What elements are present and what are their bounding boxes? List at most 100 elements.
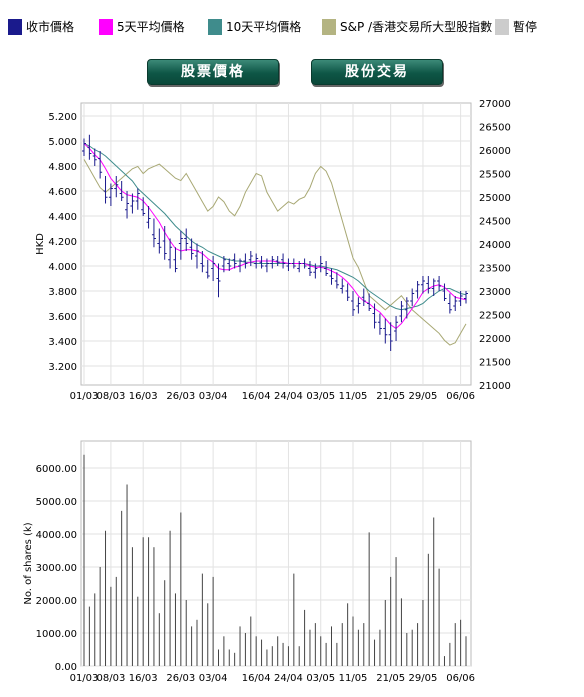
legend-swatch-ma10 [208,19,222,35]
ohlc-bar [286,258,291,271]
ohlc-bar [356,297,361,314]
ohlc-bar [281,253,286,269]
ohlc-bar [302,258,307,269]
ohlc-bar [367,293,372,311]
share-trading-button[interactable]: 股份交易 [311,59,443,85]
index-y-tick-label: 23000 [479,287,511,298]
ohlc-bar [205,259,210,279]
volume-chart: 0.00 1000.00 2000.00 3000.00 4000.00 5000.00 6… [23,440,475,684]
ohlc-bar [254,253,259,269]
volume-y-tick-label: 0.00 [55,662,77,673]
price-x-tick-label: 08/03 [96,391,125,402]
ohlc-bar [125,191,130,219]
ohlc-bar [297,261,302,273]
ohlc-bar [420,276,425,294]
volume-plot-area [80,440,472,667]
ohlc-bar [329,268,334,285]
price-y-tick-label: 3.800 [48,287,77,298]
index-y-tick-label: 23500 [479,264,511,275]
price-y-tick-label: 3.600 [48,312,77,323]
ohlc-bar [291,258,296,269]
ohlc-bar [377,313,382,335]
volume-x-tick-label: 29/05 [409,673,438,684]
ohlc-bar [264,258,269,273]
ohlc-bar [334,272,339,289]
ohlc-bar [135,188,140,210]
ohlc-bar [307,261,312,276]
volume-x-tick-label: 03/05 [306,673,335,684]
index-y-tick-label: 26500 [479,123,511,134]
volume-x-tick-label: 26/03 [166,673,195,684]
ohlc-bar [447,293,452,314]
legend-label: 10天平均價格 [226,20,302,34]
volume-x-tick-label: 24/04 [274,673,303,684]
ohlc-bar [119,181,124,201]
volume-y-tick-label: 6000.00 [36,464,77,475]
ohlc-bar [108,183,113,206]
price-x-tick-label: 06/06 [446,391,475,402]
index-y-tick-label: 25000 [479,193,511,204]
ohlc-bar [437,276,442,291]
ohlc-bar [388,322,393,351]
legend-label: 收市價格 [26,20,75,34]
ohlc-bar [318,256,323,273]
volume-x-tick-label: 16/03 [129,673,158,684]
ohlc-bar [238,258,243,273]
volume-y-tick-label: 1000.00 [36,629,77,640]
ohlc-bar [275,256,280,266]
volume-y-tick-label: 2000.00 [36,596,77,607]
volume-y-tick-label: 5000.00 [36,497,77,508]
index-y-tick-label: 22500 [479,311,511,322]
legend-swatch-close [8,19,22,35]
ohlc-bar [426,276,431,294]
price-y-tick-label: 4.600 [48,187,77,198]
chart-legend: 收市價格 5天平均價格 10天平均價格 S&P /香港交易所大型股指數 暫停 [0,0,584,44]
price-x-tick-label: 16/03 [129,391,158,402]
ohlc-bar [351,291,356,316]
ohlc-bar [464,291,468,304]
index-y-tick-label: 24000 [479,240,511,251]
volume-x-tick-label: 11/05 [339,673,368,684]
price-y-tick-label: 4.400 [48,212,77,223]
price-x-tick-label: 01/03 [70,391,99,402]
ohlc-bar [458,291,463,306]
ohlc-bar [410,288,415,306]
ohlc-bar [270,256,275,269]
price-plot-area [80,102,472,386]
ohlc-bar [98,151,103,179]
ohlc-bar [399,301,404,323]
legend-swatch-ma5 [99,19,113,35]
ohlc-bar [168,238,173,269]
legend-label: 暫停 [513,20,538,34]
price-x-tick-label: 29/05 [409,391,438,402]
price-y-tick-label: 3.400 [48,337,77,348]
legend-label: S&P /香港交易所大型股指數 [340,20,493,34]
ma10-series-line [83,143,467,311]
index-y-tick-label: 26000 [479,146,511,157]
ohlc-bar [383,318,388,344]
ohlc-bar [259,256,264,269]
price-x-tick-label: 03/05 [306,391,335,402]
ohlc-bar [92,148,97,166]
ohlc-bar [453,296,458,311]
volume-y-tick-label: 3000.00 [36,563,77,574]
volume-x-tick-label: 03/04 [199,673,228,684]
index-y-tick-label: 21000 [479,381,511,392]
index-y-tick-label: 22000 [479,334,511,345]
ohlc-bar [114,176,119,198]
ohlc-bar [361,288,366,306]
ohlc-bar [394,316,399,341]
stock-price-button[interactable]: 股票價格 [147,59,279,85]
price-x-tick-label: 11/05 [339,391,368,402]
volume-x-tick-label: 06/06 [446,673,475,684]
price-y-tick-label: 4.200 [48,237,77,248]
legend-label: 5天平均價格 [117,20,185,34]
volume-y-axis-label: No. of shares (k) [23,522,34,604]
ohlc-bar [146,206,151,229]
volume-x-tick-label: 21/05 [376,673,405,684]
ohlc-bar [431,278,436,296]
ohlc-bar [442,283,447,301]
ohlc-bar [130,193,135,214]
price-y-tick-label: 5.000 [48,137,77,148]
index-y-tick-label: 27000 [479,99,511,110]
